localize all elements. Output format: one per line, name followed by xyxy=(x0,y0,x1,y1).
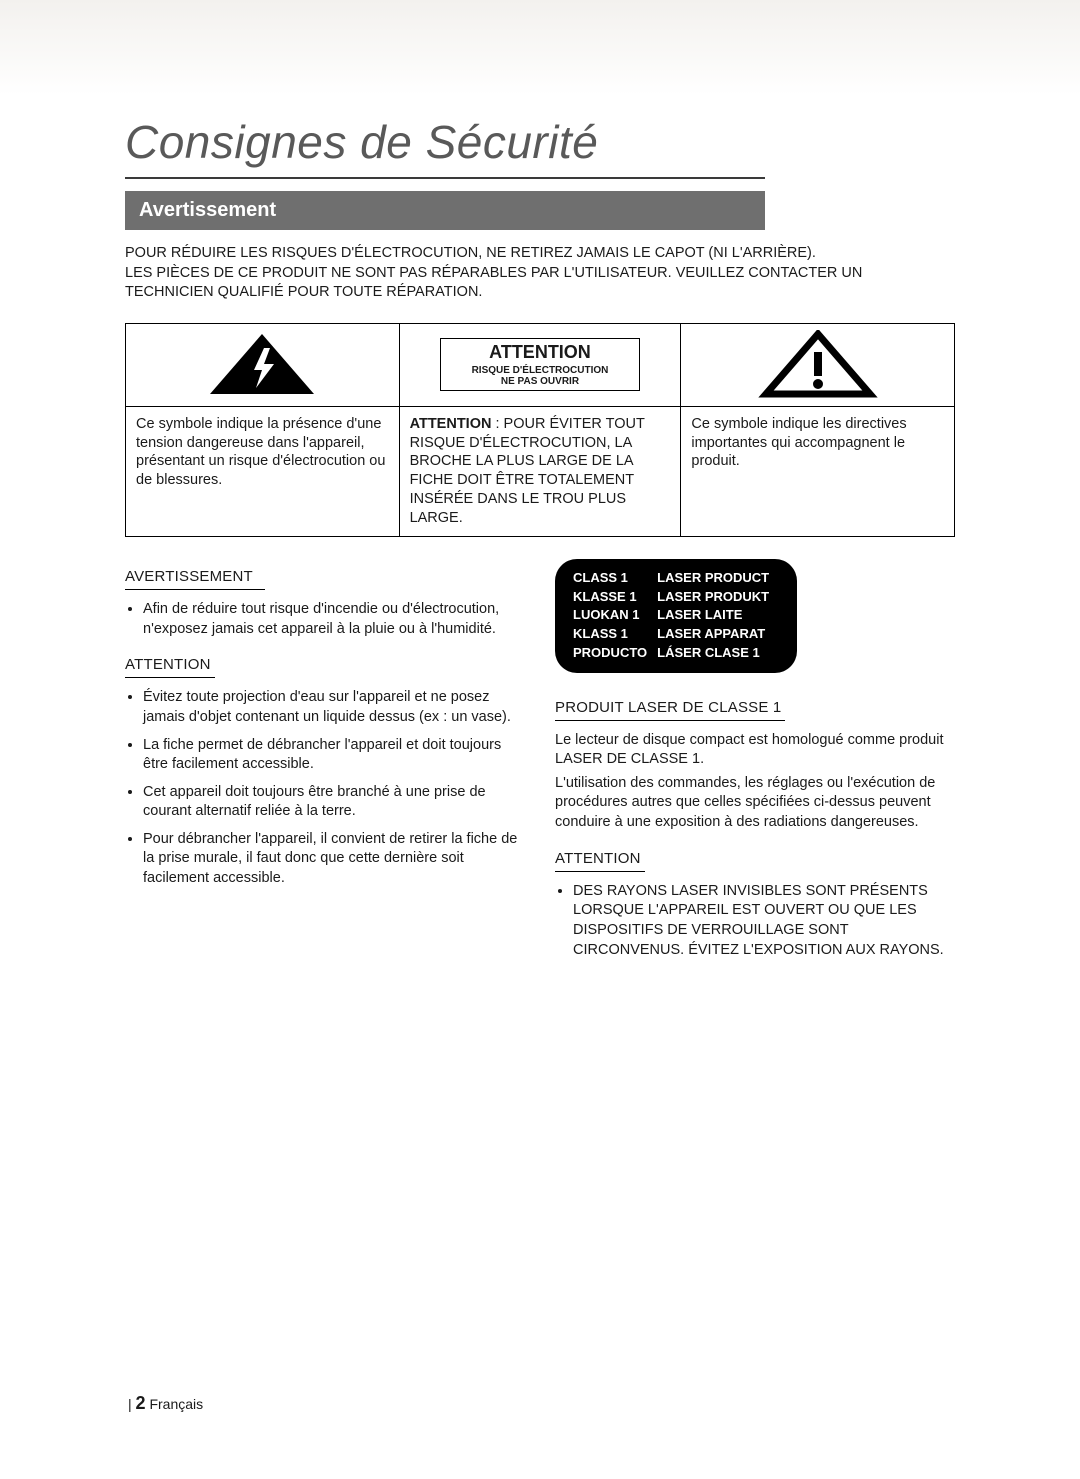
warn-mid-rest: : POUR ÉVITER TOUT RISQUE D'ÉLECTROCUTIO… xyxy=(410,416,645,526)
laser-cell: KLASSE 1 xyxy=(573,588,657,607)
footer-language: Français xyxy=(149,1396,203,1412)
symbol-cell-lightning xyxy=(126,323,400,406)
laser-cell: LASER PRODUKT xyxy=(657,588,779,607)
exclamation-triangle-icon xyxy=(758,330,878,400)
laser-class-label: CLASS 1LASER PRODUCT KLASSE 1LASER PRODU… xyxy=(555,559,797,673)
warn-desc-middle: ATTENTION : POUR ÉVITER TOUT RISQUE D'ÉL… xyxy=(399,406,681,536)
attention-box-cell: ATTENTION RISQUE D'ÉLECTROCUTION NE PAS … xyxy=(399,323,681,406)
attention-box-sub: NE PAS OUVRIR xyxy=(441,376,639,388)
paragraph: Le lecteur de disque compact est homolog… xyxy=(555,731,955,770)
sub-heading: ATTENTION xyxy=(555,849,955,869)
two-column-region: AVERTISSEMENT Afin de réduire tout risqu… xyxy=(125,559,955,968)
heading-underline xyxy=(555,720,785,721)
laser-cell: KLASS 1 xyxy=(573,625,657,644)
laser-cell: LÁSER CLASE 1 xyxy=(657,644,779,663)
sub-heading: ATTENTION xyxy=(125,655,525,675)
attention-box-sub: RISQUE D'ÉLECTROCUTION xyxy=(441,365,639,377)
laser-cell: LASER LAITE xyxy=(657,606,779,625)
laser-cell: LUOKAN 1 xyxy=(573,606,657,625)
warn-mid-bold: ATTENTION xyxy=(410,416,492,432)
bullet-item: Pour débrancher l'appareil, il convient … xyxy=(143,830,525,889)
heading-underline xyxy=(555,871,645,872)
laser-cell: LASER PRODUCT xyxy=(657,569,779,588)
symbol-cell-exclaim xyxy=(681,323,955,406)
intro-text: POUR RÉDUIRE LES RISQUES D'ÉLECTROCUTION… xyxy=(125,244,935,303)
intro-line: LES PIÈCES DE CE PRODUIT NE SONT PAS RÉP… xyxy=(125,265,862,301)
heading-underline xyxy=(125,589,265,590)
bullet-item: Évitez toute projection d'eau sur l'appa… xyxy=(143,688,525,727)
page-title: Consignes de Sécurité xyxy=(125,0,955,177)
bullet-list: Afin de réduire tout risque d'incendie o… xyxy=(125,600,525,639)
right-column: CLASS 1LASER PRODUCT KLASSE 1LASER PRODU… xyxy=(555,559,955,968)
warn-desc-left: Ce symbole indique la présence d'une ten… xyxy=(126,406,400,536)
attention-box-title: ATTENTION xyxy=(441,341,639,364)
title-rule xyxy=(125,177,765,179)
bullet-list: Évitez toute projection d'eau sur l'appa… xyxy=(125,688,525,888)
manual-page: Consignes de Sécurité Avertissement POUR… xyxy=(0,0,1080,1479)
bullet-item: Afin de réduire tout risque d'incendie o… xyxy=(143,600,525,639)
bullet-item: DES RAYONS LASER INVISIBLES SONT PRÉSENT… xyxy=(573,882,955,960)
intro-line: POUR RÉDUIRE LES RISQUES D'ÉLECTROCUTION… xyxy=(125,245,816,261)
laser-cell: PRODUCTO xyxy=(573,644,657,663)
section-header-bar: Avertissement xyxy=(125,191,765,230)
sub-heading: AVERTISSEMENT xyxy=(125,567,525,587)
warn-desc-right: Ce symbole indique les directives import… xyxy=(681,406,955,536)
heading-underline xyxy=(125,677,215,678)
bullet-item: La fiche permet de débrancher l'appareil… xyxy=(143,736,525,775)
laser-cell: CLASS 1 xyxy=(573,569,657,588)
page-footer: | 2 Français xyxy=(128,1393,203,1414)
paragraph: L'utilisation des commandes, les réglage… xyxy=(555,774,955,833)
page-number: 2 xyxy=(136,1393,146,1413)
sub-heading: PRODUIT LASER DE CLASSE 1 xyxy=(555,698,955,718)
left-column: AVERTISSEMENT Afin de réduire tout risqu… xyxy=(125,559,525,968)
footer-bar: | xyxy=(128,1396,132,1412)
warning-symbol-table: ATTENTION RISQUE D'ÉLECTROCUTION NE PAS … xyxy=(125,323,955,537)
bullet-list: DES RAYONS LASER INVISIBLES SONT PRÉSENT… xyxy=(555,882,955,960)
bullet-item: Cet appareil doit toujours être branché … xyxy=(143,783,525,822)
attention-framed-box: ATTENTION RISQUE D'ÉLECTROCUTION NE PAS … xyxy=(440,338,640,390)
laser-label-table: CLASS 1LASER PRODUCT KLASSE 1LASER PRODU… xyxy=(573,569,779,663)
lightning-triangle-icon xyxy=(202,330,322,400)
laser-cell: LASER APPARAT xyxy=(657,625,779,644)
